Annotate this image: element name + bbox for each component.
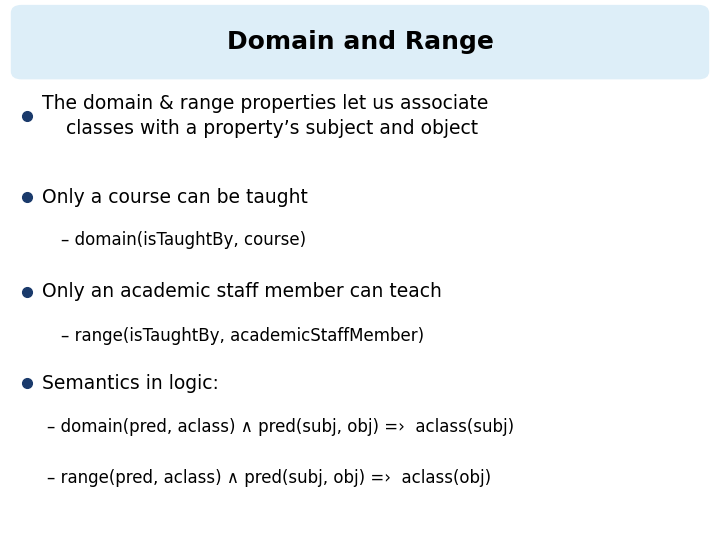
Text: – domain(pred, aclass) ∧ pred(subj, obj) =›  aclass(subj): – domain(pred, aclass) ∧ pred(subj, obj)… <box>47 417 514 436</box>
Text: – range(pred, aclass) ∧ pred(subj, obj) =›  aclass(obj): – range(pred, aclass) ∧ pred(subj, obj) … <box>47 469 491 487</box>
Text: – domain(isTaughtBy, course): – domain(isTaughtBy, course) <box>61 231 306 249</box>
Text: Semantics in logic:: Semantics in logic: <box>42 374 219 393</box>
Text: The domain & range properties let us associate
    classes with a property’s sub: The domain & range properties let us ass… <box>42 94 488 138</box>
FancyBboxPatch shape <box>11 5 709 79</box>
Text: Only a course can be taught: Only a course can be taught <box>42 187 307 207</box>
Text: Domain and Range: Domain and Range <box>227 30 493 54</box>
Text: – range(isTaughtBy, academicStaffMember): – range(isTaughtBy, academicStaffMember) <box>61 327 424 345</box>
Text: Only an academic staff member can teach: Only an academic staff member can teach <box>42 282 441 301</box>
